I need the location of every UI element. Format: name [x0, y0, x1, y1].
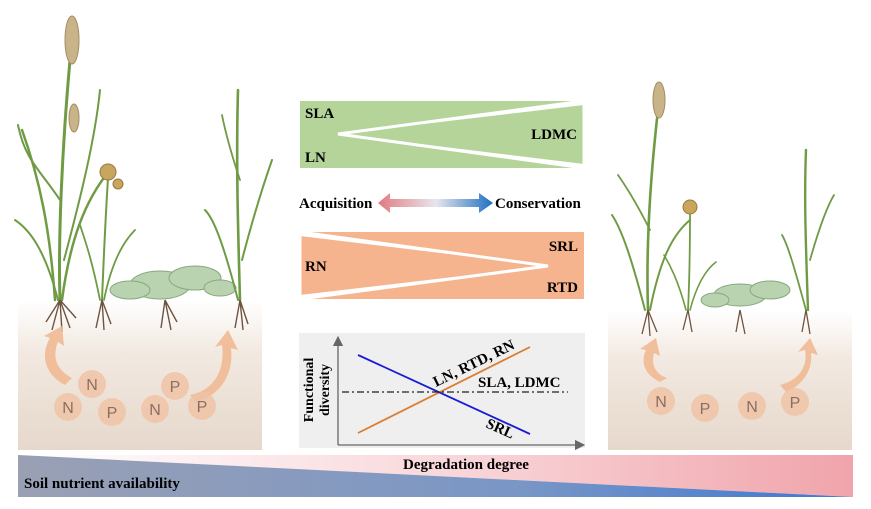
nutrient-bubble: P [161, 372, 189, 400]
nutrient-label: P [170, 379, 181, 396]
double-arrow-icon [378, 193, 493, 213]
trait-label-sla: SLA [305, 106, 334, 122]
left-nutrients: N N P N P P [54, 370, 216, 426]
left-uptake-arrow-2 [190, 330, 238, 402]
right-nutrients: N P N P [647, 387, 809, 422]
left-plant-herb-icon [109, 265, 237, 300]
right-plant-herb-icon [700, 280, 791, 308]
left-soil-panel: N N P N P P [14, 15, 273, 450]
left-plant-grass-icon [14, 15, 112, 302]
trait-label-rn: RN [305, 259, 327, 275]
nutrient-label: N [655, 394, 667, 411]
nutrient-label: N [62, 400, 74, 417]
functional-diversity-inset: Functional diversity LN, RTD, RN SLA, LD… [299, 333, 586, 451]
conservation-label: Conservation [495, 196, 581, 212]
inset-ylabel-line2: diversity [318, 364, 333, 416]
trait-label-ln: LN [305, 150, 326, 166]
left-uptake-arrow-1 [44, 326, 72, 385]
nutrient-bubble: N [54, 393, 82, 421]
strategy-axis: Acquisition Conservation [299, 193, 581, 213]
soil-nutrient-wedge [18, 455, 853, 497]
right-plant-tall-grass-icon [781, 148, 835, 312]
nutrient-label: P [197, 399, 208, 416]
acquisition-label: Acquisition [299, 196, 373, 212]
right-uptake-arrow-2 [780, 338, 818, 392]
right-uptake-arrow-1 [640, 338, 667, 382]
nutrient-bubble: N [738, 392, 766, 420]
right-soil-panel: N P N P [608, 81, 852, 450]
soil-nutrient-label: Soil nutrient availability [24, 476, 180, 492]
inset-ylabel-line1: Functional [302, 358, 317, 423]
degradation-bar: Degradation degree Soil nutrient availab… [18, 455, 853, 497]
nutrient-label: N [746, 399, 758, 416]
nutrient-bubble: N [78, 370, 106, 398]
right-plant-sedge-icon [663, 199, 717, 311]
left-plant-tall-grass-icon [204, 88, 273, 302]
increasing-trend-line [357, 346, 531, 434]
nutrient-label: N [149, 402, 161, 419]
trait-label-srl: SRL [549, 239, 578, 255]
nutrient-bubble: P [188, 392, 216, 420]
nutrient-bubble: N [647, 387, 675, 415]
leaf-wedge-outline [337, 99, 586, 170]
root-trait-panel: RN SRL RTD [298, 230, 584, 301]
trait-label-ldmc: LDMC [531, 127, 577, 143]
nutrient-label: P [790, 395, 801, 412]
decreasing-trend-line [357, 354, 531, 435]
nutrient-label: N [86, 377, 98, 394]
left-roots [45, 299, 249, 333]
nutrient-label: P [107, 405, 118, 422]
nutrient-bubble: P [691, 394, 719, 422]
nutrient-bubble: N [141, 395, 169, 423]
root-wedge-outline [298, 230, 549, 301]
right-roots [641, 309, 811, 337]
flat-traits-label: SLA, LDMC [478, 375, 561, 391]
right-plant-grass-icon [611, 81, 691, 312]
nutrient-bubble: P [98, 398, 126, 426]
left-plant-sedge-icon [79, 163, 136, 301]
degradation-degree-label: Degradation degree [403, 457, 529, 473]
nutrient-label: P [700, 401, 711, 418]
leaf-trait-panel: SLA LN LDMC [300, 99, 586, 170]
trait-label-rtd: RTD [547, 280, 578, 296]
nutrient-bubble: P [781, 388, 809, 416]
right-soil-block [608, 310, 852, 450]
